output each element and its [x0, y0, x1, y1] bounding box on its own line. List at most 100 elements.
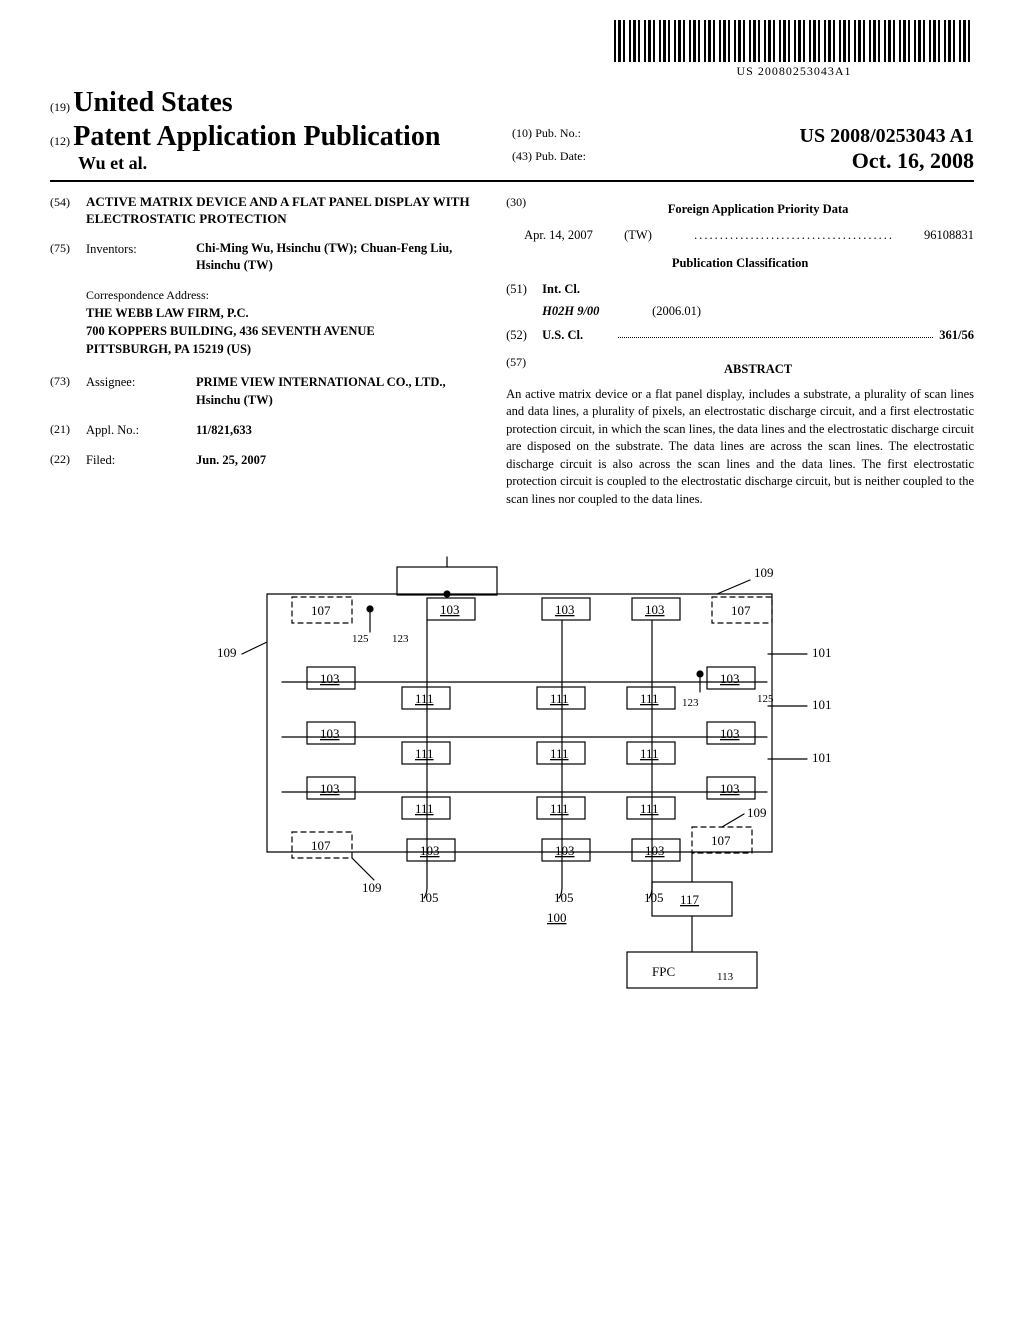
svg-text:125: 125 [352, 633, 369, 645]
header-rule [50, 180, 974, 182]
barcode-region: US 20080253043A1 [50, 20, 974, 79]
assignee-value: PRIME VIEW INTERNATIONAL CO., LTD., Hsin… [196, 373, 476, 409]
pub-type: Patent Application Publication [73, 121, 440, 152]
svg-text:103: 103 [720, 726, 740, 741]
intcl-row: (51) Int. Cl. [506, 280, 974, 298]
authors: Wu et al. [50, 153, 512, 174]
svg-text:111: 111 [550, 691, 569, 706]
svg-text:103: 103 [720, 781, 740, 796]
barcode: US 20080253043A1 [614, 20, 974, 79]
svg-text:107: 107 [311, 838, 331, 853]
uscl-row: (52) U.S. Cl. 361/56 [506, 326, 974, 344]
svg-text:111: 111 [640, 746, 659, 761]
pub-no-label: Pub. No.: [535, 126, 581, 140]
svg-text:103: 103 [555, 843, 575, 858]
priority-country: (TW) [624, 226, 694, 244]
svg-text:109: 109 [362, 880, 382, 895]
foreign-code: (30) [506, 194, 542, 226]
intcl-value: H02H 9/00 [542, 302, 652, 320]
priority-date: Apr. 14, 2007 [524, 226, 624, 244]
svg-text:111: 111 [415, 691, 434, 706]
figure-area: 107 107 103 103 103 103 103 103 103 [50, 542, 974, 1016]
pub-date-label: Pub. Date: [535, 149, 586, 163]
svg-text:109: 109 [754, 565, 774, 580]
svg-text:107: 107 [731, 603, 751, 618]
inventors-field: (75) Inventors: Chi-Ming Wu, Hsinchu (TW… [50, 240, 476, 275]
appl-label: Appl. No.: [86, 421, 196, 439]
foreign-data-row: (30) Foreign Application Priority Data [506, 194, 974, 226]
svg-text:107: 107 [711, 833, 731, 848]
svg-text:111: 111 [550, 746, 569, 761]
correspondence: Correspondence Address: THE WEBB LAW FIR… [86, 287, 476, 359]
svg-text:111: 111 [415, 746, 434, 761]
svg-text:123: 123 [392, 633, 409, 645]
header-country-row: (19) United States [50, 87, 974, 119]
correspondence-label: Correspondence Address: [86, 287, 476, 304]
assignee-code: (73) [50, 373, 86, 390]
svg-text:103: 103 [320, 726, 340, 741]
correspondence-body: THE WEBB LAW FIRM, P.C. 700 KOPPERS BUIL… [86, 304, 476, 358]
header-pub-row: (12) Patent Application Publication Wu e… [50, 121, 974, 174]
svg-text:103: 103 [320, 781, 340, 796]
filed-label: Filed: [86, 451, 196, 469]
svg-text:103: 103 [720, 671, 740, 686]
inventors-label: Inventors: [86, 240, 196, 258]
svg-text:105: 105 [419, 890, 439, 905]
assignee-label: Assignee: [86, 373, 196, 391]
svg-text:103: 103 [645, 602, 665, 617]
svg-text:103: 103 [645, 843, 665, 858]
header-right-2: (10) Pub. No.: US 2008/0253043 A1 (43) P… [512, 125, 974, 174]
uscl-label: U.S. Cl. [542, 326, 612, 344]
svg-text:103: 103 [440, 602, 460, 617]
country: United States [73, 87, 232, 118]
intcl-label: Int. Cl. [542, 280, 612, 298]
filed-code: (22) [50, 451, 86, 468]
svg-text:109: 109 [217, 645, 237, 660]
intcl-year: (2006.01) [652, 302, 701, 320]
pubclass-heading: Publication Classification [506, 254, 974, 272]
intcl-code: (51) [506, 280, 542, 298]
patent-title: ACTIVE MATRIX DEVICE AND A FLAT PANEL DI… [86, 194, 476, 228]
svg-text:101: 101 [812, 645, 832, 660]
svg-text:100: 100 [547, 910, 567, 925]
svg-text:103: 103 [555, 602, 575, 617]
svg-text:117: 117 [680, 892, 700, 907]
abstract-code: (57) [506, 354, 542, 386]
svg-text:105: 105 [644, 890, 664, 905]
uscl-value: 361/56 [939, 326, 974, 344]
pub-type-code: (12) [50, 134, 70, 148]
header-left-2: (12) Patent Application Publication Wu e… [50, 121, 512, 174]
inventors-names: Chi-Ming Wu, Hsinchu (TW); Chuan-Feng Li… [196, 241, 452, 273]
bibliographic-columns: (54) ACTIVE MATRIX DEVICE AND A FLAT PAN… [50, 194, 974, 508]
pub-date-code: (43) [512, 149, 532, 163]
svg-text:125: 125 [757, 693, 774, 705]
svg-text:103: 103 [420, 843, 440, 858]
barcode-text: US 20080253043A1 [614, 64, 974, 79]
svg-text:111: 111 [550, 801, 569, 816]
priority-row: Apr. 14, 2007 (TW) .....................… [506, 226, 974, 244]
svg-text:111: 111 [640, 691, 659, 706]
abstract-heading: ABSTRACT [542, 360, 974, 378]
title-code: (54) [50, 194, 86, 211]
left-column: (54) ACTIVE MATRIX DEVICE AND A FLAT PAN… [50, 194, 476, 508]
circuit-diagram: 107 107 103 103 103 103 103 103 103 [152, 542, 872, 1012]
foreign-heading: Foreign Application Priority Data [542, 200, 974, 218]
svg-text:105: 105 [554, 890, 574, 905]
priority-num: 96108831 [894, 226, 974, 244]
filed-value: Jun. 25, 2007 [196, 451, 476, 469]
filed-field: (22) Filed: Jun. 25, 2007 [50, 451, 476, 469]
svg-text:113: 113 [717, 971, 734, 983]
svg-text:111: 111 [640, 801, 659, 816]
appl-value: 11/821,633 [196, 421, 476, 439]
pub-date: Oct. 16, 2008 [852, 148, 974, 174]
right-column: (30) Foreign Application Priority Data A… [506, 194, 974, 508]
svg-text:101: 101 [812, 697, 832, 712]
svg-text:123: 123 [682, 697, 699, 709]
priority-dots: ....................................... [694, 226, 894, 244]
pub-no-code: (10) [512, 126, 532, 140]
abstract-head-row: (57) ABSTRACT [506, 354, 974, 386]
abstract-text: An active matrix device or a flat panel … [506, 386, 974, 509]
svg-text:107: 107 [311, 603, 331, 618]
inventors-value: Chi-Ming Wu, Hsinchu (TW); Chuan-Feng Li… [196, 240, 476, 275]
uscl-dots [618, 326, 933, 338]
